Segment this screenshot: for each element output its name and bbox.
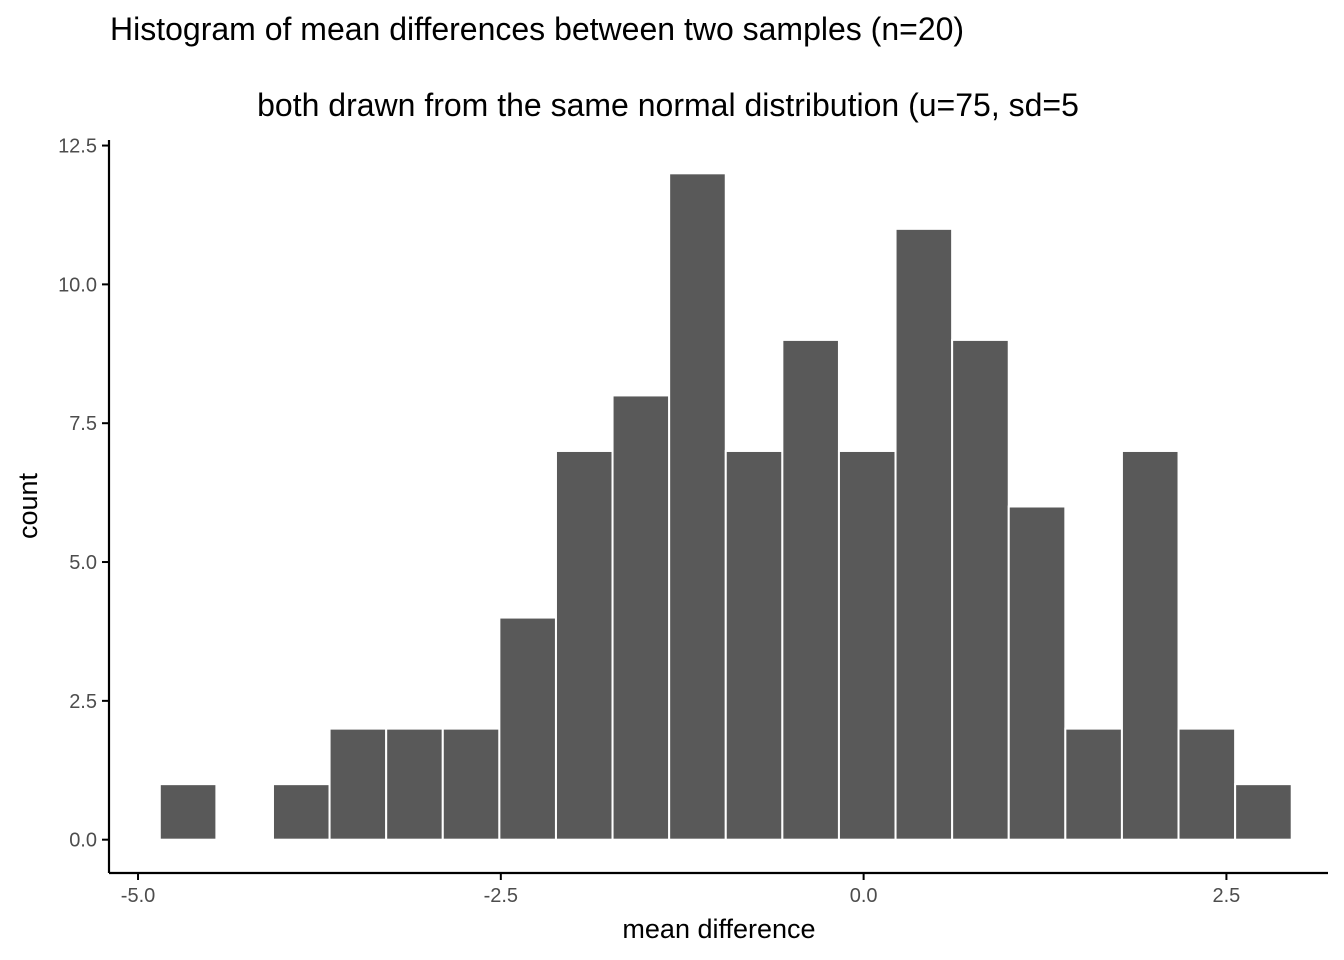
histogram-bar [271,783,331,841]
histogram-bar [328,727,388,841]
chart-subtitle: both drawn from the same normal distribu… [257,87,1079,123]
y-tick-label: 0.0 [69,830,97,852]
chart-title: Histogram of mean differences between tw… [110,11,964,47]
x-tick-label: 0.0 [850,885,878,907]
x-tick-label: -5.0 [121,885,155,907]
y-axis-label: count [13,472,43,539]
histogram-bar [385,727,444,841]
y-tick-label: 2.5 [69,691,97,713]
histogram-bar [1064,727,1123,841]
x-ticks-group: -5.0 -2.5 0.0 2.5 [121,873,1241,907]
y-tick-label: 5.0 [69,552,97,574]
histogram-bar [1234,783,1293,841]
x-tick-label: -2.5 [484,885,518,907]
y-tick-label: 10.0 [58,274,97,296]
histogram-bar [1177,727,1237,841]
histogram-bar [668,172,727,841]
histogram-bar [951,338,1010,841]
x-tick-label: 2.5 [1213,885,1241,907]
y-ticks-group: 0.0 2.5 5.0 7.5 10.0 12.5 [58,136,109,852]
histogram-bar [158,783,218,841]
y-tick-label: 7.5 [69,413,97,435]
histogram-bar [611,394,671,841]
bars-group [158,172,1293,841]
histogram-bar [554,449,614,841]
histogram-bar [724,449,784,841]
histogram-bar [894,227,954,841]
x-axis-label: mean difference [622,914,815,944]
histogram-bar [1007,505,1067,841]
y-tick-label: 12.5 [58,136,97,158]
histogram-bar [837,449,897,841]
histogram-bar [781,338,840,841]
histogram-bar [498,616,557,841]
histogram-bar [1120,449,1180,841]
histogram-bar [441,727,501,841]
